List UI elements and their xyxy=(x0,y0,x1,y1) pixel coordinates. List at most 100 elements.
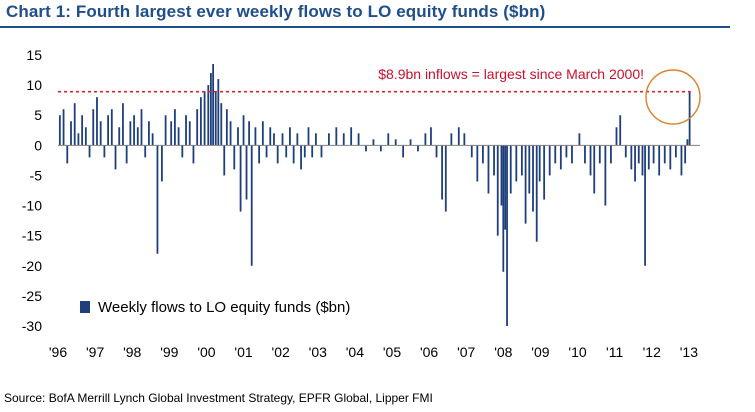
bar xyxy=(73,103,76,146)
bar xyxy=(328,133,330,146)
bar xyxy=(357,133,360,146)
inflows-annotation: $8.9bn inflows = largest since March 200… xyxy=(378,66,644,82)
bar xyxy=(504,145,507,230)
x-tick-label: '05 xyxy=(383,344,401,360)
bar xyxy=(233,145,236,170)
bar xyxy=(212,64,215,146)
bar xyxy=(250,145,253,266)
bar xyxy=(84,127,87,146)
bar xyxy=(584,145,586,164)
bar xyxy=(554,145,557,164)
bar xyxy=(140,109,143,146)
bar xyxy=(281,133,284,146)
bar xyxy=(417,145,419,152)
bar xyxy=(265,145,268,158)
bar xyxy=(379,145,382,152)
bar xyxy=(674,145,677,158)
bar xyxy=(409,139,412,146)
bar xyxy=(644,145,646,266)
bar xyxy=(223,145,226,176)
highlight-circle xyxy=(645,69,701,125)
bar xyxy=(261,121,264,146)
bar xyxy=(181,145,184,158)
bar xyxy=(641,145,644,176)
chart-title: Chart 1: Fourth largest ever weekly flow… xyxy=(6,2,546,21)
y-tick-label: 15 xyxy=(26,47,42,63)
bar xyxy=(394,139,397,146)
bar xyxy=(658,145,661,176)
bar xyxy=(476,145,479,182)
x-tick-label: '03 xyxy=(309,344,327,360)
bar xyxy=(335,127,338,146)
bar xyxy=(129,121,132,146)
y-tick-label: -30 xyxy=(22,318,42,334)
bar xyxy=(342,133,345,146)
bar xyxy=(444,145,447,212)
bar xyxy=(543,145,546,200)
bar xyxy=(680,145,683,176)
x-tick-label: '12 xyxy=(643,344,661,360)
bar xyxy=(217,79,220,146)
bar xyxy=(463,133,466,146)
bar xyxy=(99,121,102,146)
bar xyxy=(199,97,202,146)
bar xyxy=(92,109,95,146)
bar xyxy=(604,145,607,206)
bar xyxy=(311,145,314,158)
x-tick-label: '02 xyxy=(272,344,290,360)
y-tick-label: -5 xyxy=(30,167,43,183)
bar xyxy=(58,115,61,146)
bar xyxy=(214,91,217,146)
bar xyxy=(225,109,228,146)
bar xyxy=(502,145,505,272)
bar xyxy=(300,145,302,170)
bar xyxy=(254,127,257,146)
bar xyxy=(62,109,65,146)
bar xyxy=(118,127,121,146)
bar xyxy=(188,121,191,146)
bar xyxy=(156,145,159,254)
bar xyxy=(285,145,288,158)
bar xyxy=(515,145,518,182)
bar xyxy=(103,145,106,158)
bar xyxy=(424,133,427,146)
bar xyxy=(520,145,523,176)
bar xyxy=(245,145,248,200)
bar xyxy=(482,145,484,164)
bar xyxy=(81,115,84,146)
bar xyxy=(637,145,640,164)
bar xyxy=(207,85,210,146)
bar xyxy=(237,127,239,146)
bar xyxy=(487,145,490,194)
bar xyxy=(276,145,279,164)
bar xyxy=(144,145,147,158)
bar xyxy=(387,133,390,146)
x-tick-label: '04 xyxy=(346,344,364,360)
bar xyxy=(133,115,135,146)
bar xyxy=(289,127,291,146)
legend-swatch xyxy=(80,301,90,313)
bar xyxy=(107,115,109,146)
bar xyxy=(647,145,650,170)
y-tick-label: -10 xyxy=(22,198,42,214)
bar xyxy=(634,145,636,182)
bar xyxy=(593,145,596,194)
y-tick-label: 5 xyxy=(34,107,42,123)
bar xyxy=(125,145,128,164)
y-tick-label: 0 xyxy=(34,137,42,153)
bar xyxy=(161,145,163,182)
x-tick-label: '00 xyxy=(197,344,215,360)
bar xyxy=(578,133,581,146)
y-tick-label: -15 xyxy=(22,228,42,244)
bar xyxy=(372,139,375,146)
bar xyxy=(350,127,353,146)
x-tick-label: '01 xyxy=(234,344,252,360)
bar xyxy=(239,145,242,212)
bar xyxy=(652,145,655,164)
x-tick-label: '13 xyxy=(680,344,698,360)
bar xyxy=(663,145,666,164)
bar xyxy=(209,73,212,146)
x-tick-label: '08 xyxy=(494,344,512,360)
bar xyxy=(114,145,117,170)
